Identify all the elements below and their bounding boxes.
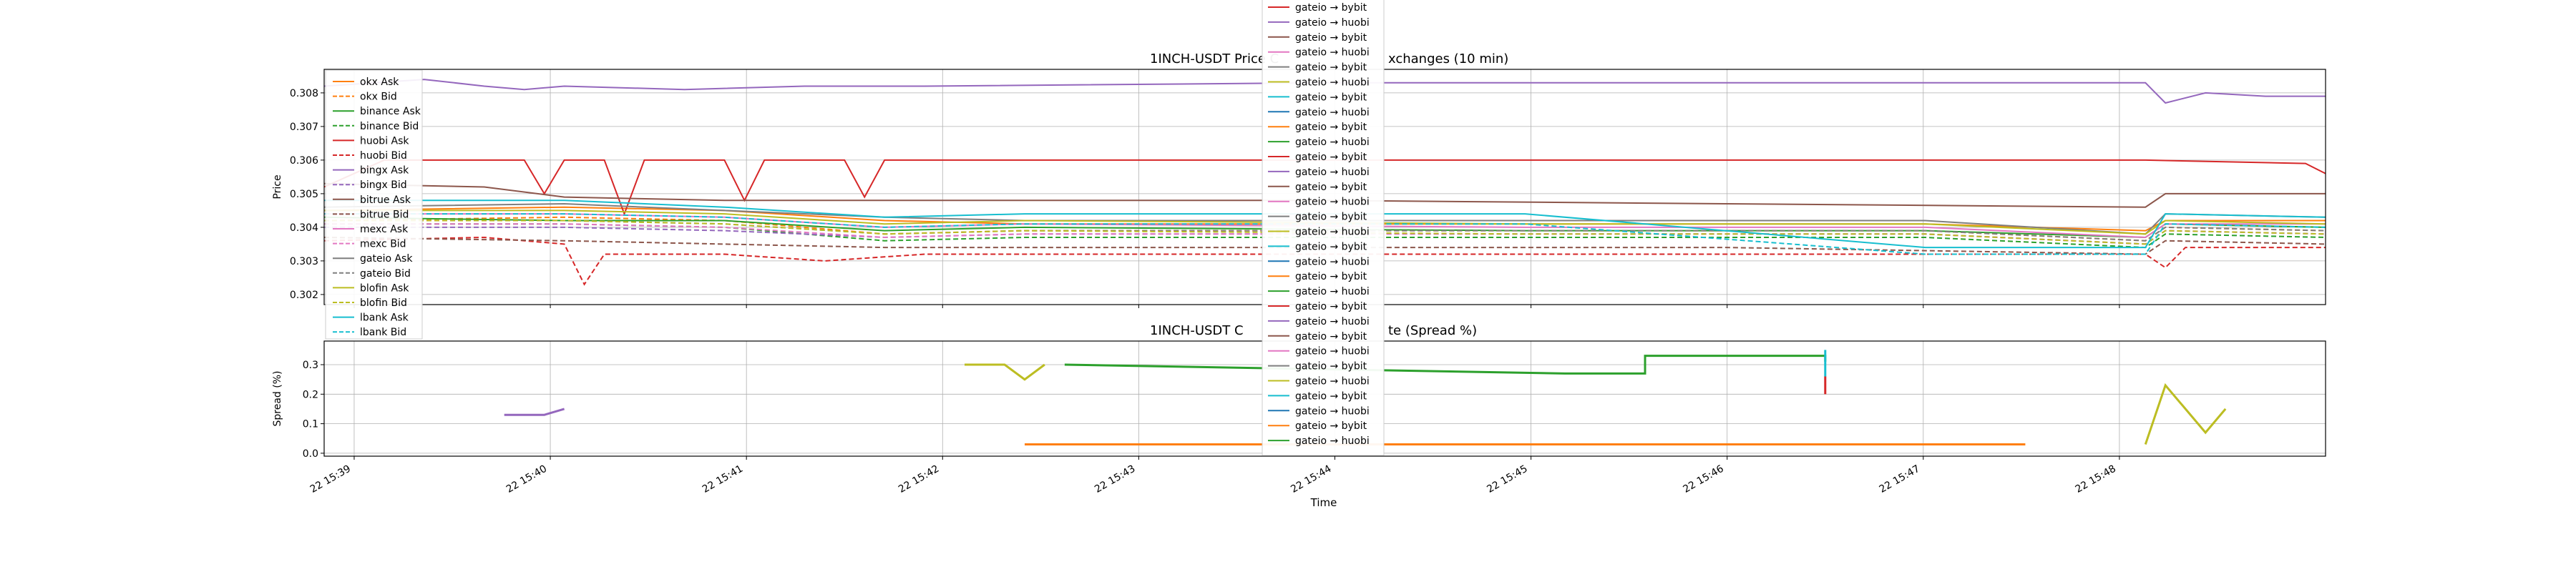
- panel-title: 1INCH-USDT C: [1150, 323, 1244, 338]
- legend-label: blofin Ask: [360, 282, 409, 294]
- arbitrage-legend-label: gateio → bybit: [1295, 92, 1367, 103]
- x-tick-label: 22 15:39: [308, 463, 353, 495]
- legend-label: okx Bid: [360, 92, 397, 103]
- y-axis-label: Price: [272, 174, 283, 199]
- y-tick-label: 0.2: [303, 389, 318, 400]
- legend-box: [325, 69, 423, 340]
- x-tick-label: 22 15:41: [701, 463, 745, 495]
- arbitrage-legend-label: gateio → bybit: [1295, 241, 1367, 252]
- series-group: [504, 350, 2227, 445]
- arbitrage-legend-label: gateio → bybit: [1295, 420, 1367, 432]
- arbitrage-legend-label: gateio → huobi: [1295, 405, 1370, 417]
- panel-title-right: te (Spread %): [1388, 323, 1477, 338]
- legend-label: huobi Ask: [360, 135, 409, 147]
- arbitrage-legend-label: gateio → huobi: [1295, 376, 1370, 388]
- legend-label: gateio Ask: [360, 253, 413, 265]
- arbitrage-legend: gateio → bybit gateio → huobi gateio → byb…: [1262, 0, 1385, 456]
- x-tick-label: 22 15:45: [1485, 463, 1529, 495]
- arbitrage-legend-label: gateio → bybit: [1295, 271, 1367, 282]
- series-line: [324, 236, 2326, 286]
- panel-title: 1INCH-USDT Price C: [1150, 51, 1279, 66]
- series-line: [324, 79, 2326, 104]
- arbitrage-legend-label: gateio → huobi: [1295, 256, 1370, 267]
- panel-title-right: xchanges (10 min): [1388, 51, 1508, 66]
- series-line: [504, 408, 565, 416]
- legend-label: mexc Ask: [360, 224, 409, 235]
- arbitrage-legend-label: gateio → bybit: [1295, 182, 1367, 193]
- y-tick-label: 0.307: [290, 122, 318, 133]
- arbitrage-legend-label: gateio → huobi: [1295, 286, 1370, 297]
- y-tick-label: 0.308: [290, 88, 318, 99]
- series-line: [324, 182, 2326, 208]
- arbitrage-legend-label: gateio → bybit: [1295, 331, 1367, 342]
- legend-label: bitrue Ask: [360, 194, 411, 206]
- arbitrage-legend-label: gateio → bybit: [1295, 361, 1367, 373]
- x-tick-label: 22 15:48: [2074, 463, 2118, 495]
- legend-label: bingx Ask: [360, 165, 409, 177]
- x-tick-label: 22 15:44: [1289, 463, 1333, 495]
- x-tick-label: 22 15:43: [1093, 463, 1137, 495]
- arbitrage-legend-label: gateio → huobi: [1295, 107, 1370, 118]
- legend-label: gateio Bid: [360, 268, 411, 280]
- legend-label: bitrue Bid: [360, 209, 409, 220]
- arbitrage-legend-label: gateio → bybit: [1295, 212, 1367, 223]
- arbitrage-legend-label: gateio → huobi: [1295, 435, 1370, 447]
- arbitrage-legend-label: gateio → huobi: [1295, 197, 1370, 208]
- legend-label: okx Ask: [360, 77, 399, 88]
- legend-label: bingx Bid: [360, 179, 407, 191]
- arbitrage-legend-label: gateio → bybit: [1295, 32, 1367, 44]
- legend-label: lbank Ask: [360, 312, 409, 324]
- arbitrage-legend-label: gateio → bybit: [1295, 2, 1367, 14]
- series-line: [324, 159, 2326, 216]
- y-tick-label: 0.3: [303, 360, 318, 371]
- arbitrage-legend-label: gateio → huobi: [1295, 77, 1370, 89]
- series-line: [324, 223, 2326, 249]
- arbitrage-legend-label: gateio → bybit: [1295, 62, 1367, 74]
- arbitrage-legend-box: [1262, 0, 1385, 456]
- arbitrage-legend-label: gateio → bybit: [1295, 152, 1367, 163]
- y-tick-label: 0.304: [290, 222, 318, 234]
- series-line: [2144, 383, 2227, 445]
- arbitrage-legend-label: gateio → bybit: [1295, 390, 1367, 402]
- legend-label: lbank Bid: [360, 327, 406, 338]
- x-tick-label: 22 15:40: [504, 463, 549, 495]
- y-tick-label: 0.303: [290, 256, 318, 267]
- y-tick-label: 0.1: [303, 419, 318, 430]
- series-line: [965, 363, 1045, 381]
- series-line: [324, 220, 2326, 245]
- arbitrage-legend-label: gateio → huobi: [1295, 316, 1370, 327]
- legend-label: binance Bid: [360, 121, 419, 132]
- arbitrage-legend-label: gateio → huobi: [1295, 167, 1370, 178]
- x-tick-label: 22 15:47: [1878, 463, 1922, 495]
- y-tick-label: 0.306: [290, 155, 318, 167]
- x-tick-label: 22 15:42: [897, 463, 941, 495]
- legend-label: mexc Bid: [360, 239, 406, 250]
- series-line: [324, 216, 2326, 242]
- legend-label: huobi Bid: [360, 150, 407, 162]
- arbitrage-legend-label: gateio → huobi: [1295, 47, 1370, 59]
- arbitrage-legend-label: gateio → bybit: [1295, 301, 1367, 312]
- y-tick-label: 0.302: [290, 290, 318, 301]
- price-legend: okx Ask okx Bid binance Ask binance Bid huob…: [325, 69, 423, 340]
- arbitrage-legend-label: gateio → huobi: [1295, 137, 1370, 148]
- y-tick-label: 0.0: [303, 448, 318, 460]
- x-axis-label: Time: [1310, 496, 1337, 509]
- x-tick-label: 22 15:46: [1681, 463, 1725, 495]
- legend-label: blofin Bid: [360, 297, 407, 309]
- arbitrage-legend-label: gateio → huobi: [1295, 17, 1370, 29]
- arbitrage-legend-label: gateio → bybit: [1295, 122, 1367, 133]
- arbitrage-legend-label: gateio → huobi: [1295, 346, 1370, 358]
- y-axis-label: Spread (%): [272, 371, 283, 427]
- y-tick-label: 0.305: [290, 189, 318, 200]
- legend-label: binance Ask: [360, 106, 421, 117]
- arbitrage-legend-label: gateio → huobi: [1295, 227, 1370, 238]
